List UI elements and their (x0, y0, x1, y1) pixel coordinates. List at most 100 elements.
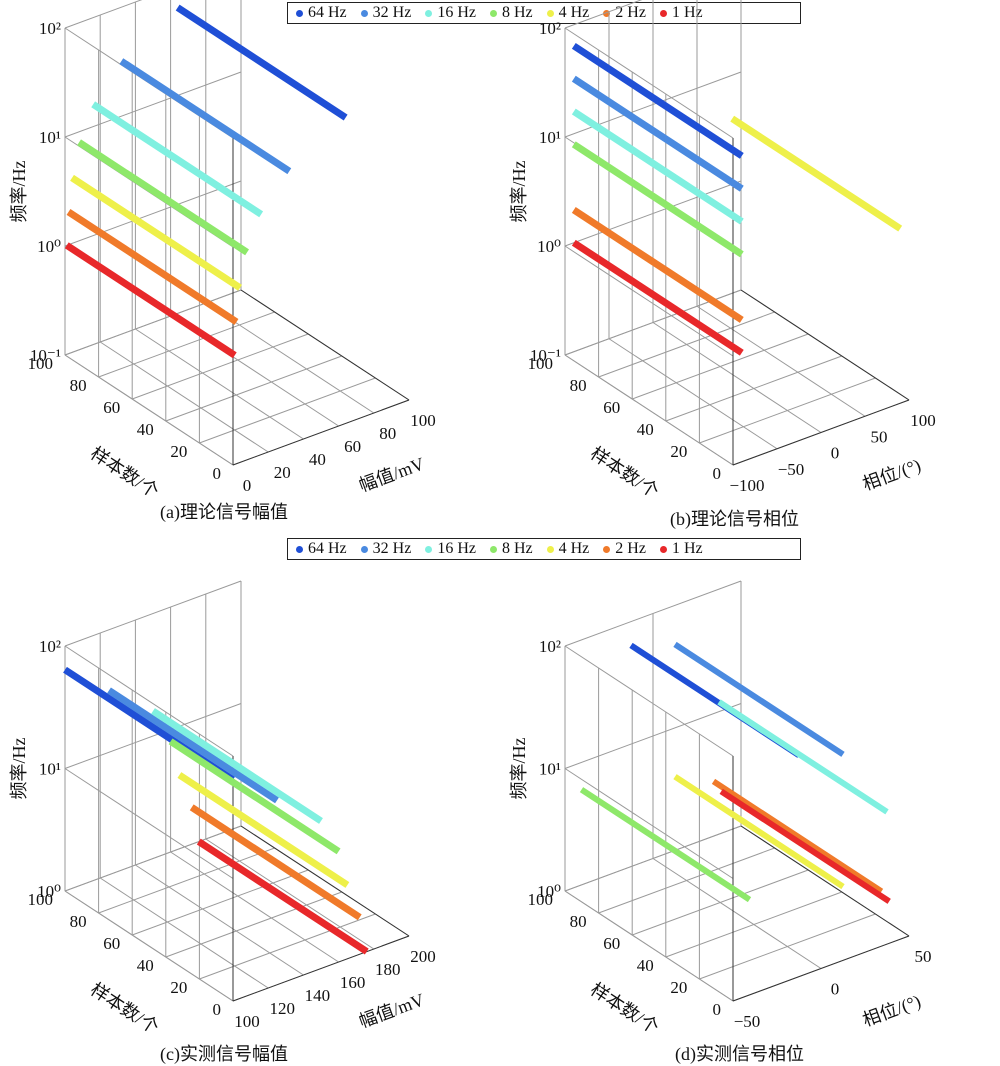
z-axis-title: 频率/Hz (509, 738, 529, 800)
legend-marker (546, 9, 554, 17)
x-tick-label: 180 (375, 960, 401, 979)
axes (232, 756, 410, 1002)
legend-marker (296, 9, 303, 17)
x-tick-label: 60 (344, 437, 361, 456)
x-tick-label: 50 (871, 427, 888, 446)
z-tick-label: 10⁻¹ (530, 346, 561, 365)
legend-label: 2 Hz (615, 4, 646, 21)
series-line-2hz (189, 804, 362, 921)
z-tick-label: 10² (539, 19, 561, 38)
series-line-1hz (719, 788, 891, 904)
series-line-32hz (673, 641, 845, 757)
legend-marker (360, 545, 368, 553)
z-tick-label: 10¹ (539, 128, 561, 147)
legend-label: 4 Hz (558, 540, 590, 557)
chart-panel-c: 10012014016018020002040608010010⁰10¹10²幅… (9, 580, 436, 1038)
legend-marker (425, 545, 433, 553)
legend-item: 4 Hz (546, 4, 590, 22)
y-tick-label: 60 (603, 934, 620, 953)
caption-d: (d)实测信号相位 (675, 1044, 804, 1064)
legend-label: 64 Hz (308, 4, 347, 21)
legend-label: 64 Hz (308, 540, 347, 557)
x-tick-label: −50 (734, 1012, 761, 1031)
legend-label: 16 Hz (437, 540, 476, 557)
series-line-4hz (177, 772, 350, 888)
x-tick-label: 120 (269, 999, 295, 1018)
y-axis-title: 样本数/个 (587, 979, 662, 1038)
y-tick-label: 40 (637, 956, 654, 975)
x-tick-label: −100 (729, 476, 764, 495)
series-line-1hz (64, 242, 237, 359)
legend-marker (546, 545, 554, 553)
legend-label: 16 Hz (437, 4, 476, 21)
legend-item: 8 Hz (489, 4, 533, 22)
y-tick-label: 80 (70, 376, 87, 395)
y-tick-label: 60 (103, 934, 120, 953)
x-tick-label: 80 (379, 424, 396, 443)
legend-label: 2 Hz (615, 540, 646, 557)
z-axis-title: 频率/Hz (9, 161, 29, 223)
legend-item: 16 Hz (425, 4, 476, 22)
z-tick-label: 10¹ (39, 760, 61, 779)
y-tick-label: 0 (713, 464, 722, 483)
series-line-4hz (70, 174, 242, 291)
x-tick-label: 0 (831, 980, 840, 999)
legend-item: 1 Hz (659, 540, 703, 558)
x-axis-title: 幅值/mV (356, 454, 427, 496)
z-axis-title: 频率/Hz (9, 738, 29, 800)
series-line-32hz (119, 58, 292, 175)
legend-item: 16 Hz (425, 540, 476, 558)
z-tick-label: 10¹ (539, 760, 561, 779)
y-tick-label: 100 (528, 890, 554, 909)
legend-label: 4 Hz (558, 4, 590, 21)
legend-label: 1 Hz (671, 540, 703, 557)
x-tick-label: 200 (410, 947, 436, 966)
y-tick-label: 0 (213, 1000, 222, 1019)
legend-label: 32 Hz (372, 4, 412, 21)
legend-item: 8 Hz (489, 540, 533, 558)
legend-marker (360, 9, 368, 17)
x-axis-title: 相位/(°) (860, 455, 924, 495)
z-tick-label: 10² (39, 637, 61, 656)
legend-marker (489, 545, 497, 553)
series-line-1hz (571, 239, 744, 356)
series-line-4hz (730, 115, 903, 232)
legend-top: 64 Hz 32 Hz 16 Hz 8 Hz 4 Hz 2 Hz 1 Hz (287, 2, 801, 24)
series-line-16hz (91, 101, 264, 218)
series-line-64hz (571, 42, 744, 159)
y-tick-label: 0 (713, 1000, 722, 1019)
series-line-32hz (571, 75, 744, 192)
z-tick-label: 10² (539, 637, 561, 656)
y-tick-label: 100 (28, 890, 54, 909)
legend-item: 2 Hz (603, 540, 646, 558)
z-tick-label: 10⁰ (537, 882, 561, 901)
z-axis-title: 频率/Hz (509, 161, 529, 223)
series-line-16hz (717, 699, 889, 815)
x-tick-label: 140 (305, 986, 331, 1005)
legend-marker (489, 9, 497, 17)
x-tick-label: 100 (410, 411, 436, 430)
series-line-2hz (711, 778, 884, 894)
legend-item: 4 Hz (546, 540, 590, 558)
y-axis-title: 样本数/个 (87, 443, 162, 502)
legend-bottom: 64 Hz 32 Hz 16 Hz 8 Hz 4 Hz 2 Hz 1 Hz (287, 538, 801, 560)
y-tick-label: 40 (137, 420, 154, 439)
chart-panel-b: −100−5005010002040608010010⁻¹10⁰10¹10²相位… (509, 0, 936, 502)
series-line-64hz (175, 4, 348, 121)
x-tick-label: 160 (340, 973, 366, 992)
x-tick-label: 0 (831, 444, 840, 463)
y-tick-label: 40 (137, 956, 154, 975)
grid (64, 0, 410, 466)
legend-item: 1 Hz (659, 4, 703, 22)
y-tick-label: 80 (570, 912, 587, 931)
legend-marker (603, 545, 611, 553)
x-tick-label: 50 (915, 947, 932, 966)
axes (732, 756, 910, 1002)
series-line-1hz (196, 838, 369, 955)
legend-marker (659, 9, 667, 17)
series-line-8hz (571, 141, 744, 258)
x-tick-label: 100 (234, 1012, 260, 1031)
z-tick-label: 10¹ (39, 128, 61, 147)
axes (232, 138, 410, 466)
z-tick-label: 10² (39, 19, 61, 38)
